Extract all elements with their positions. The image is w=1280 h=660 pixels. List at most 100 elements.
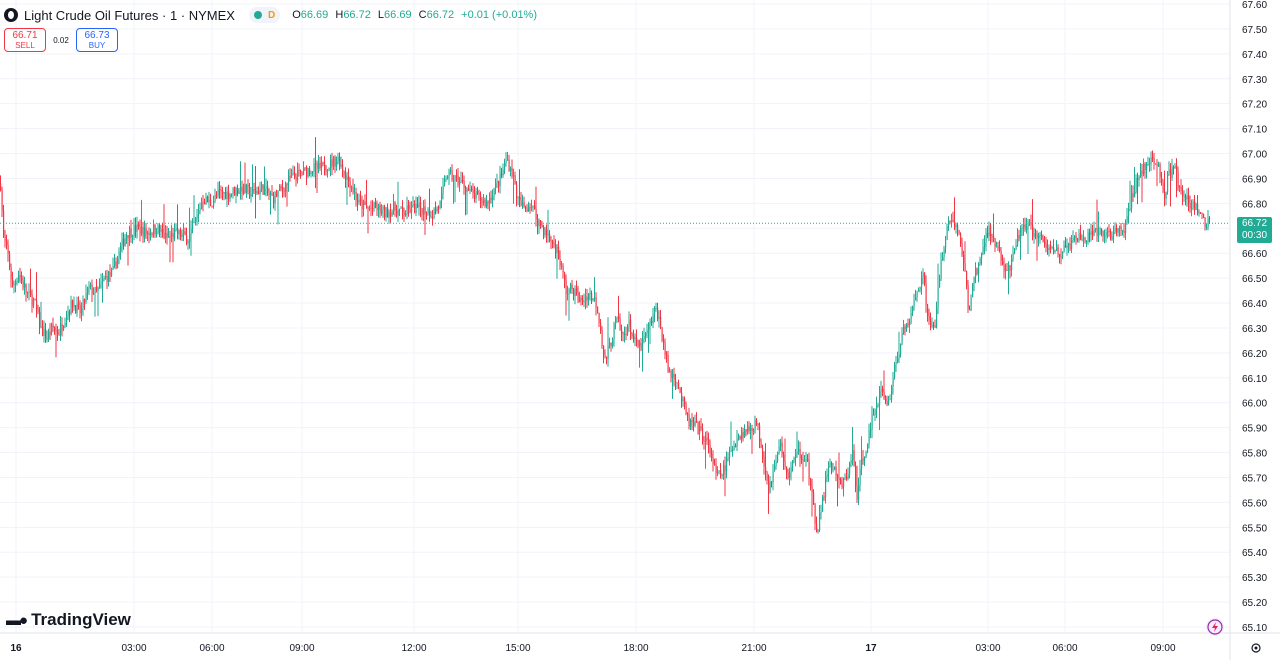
- candle-body: [364, 201, 366, 205]
- candle-body: [447, 176, 449, 179]
- candle-body: [1180, 186, 1182, 192]
- candle-body: [898, 354, 900, 359]
- market-status-badge[interactable]: D: [248, 7, 281, 23]
- candle-body: [36, 300, 38, 310]
- candle-body: [363, 201, 365, 210]
- y-tick-label: 66.40: [1242, 299, 1267, 310]
- candle-body: [388, 212, 390, 218]
- candle-body: [52, 324, 54, 328]
- candle-body: [1161, 177, 1163, 183]
- candle-body: [537, 219, 539, 227]
- candle-body: [1129, 208, 1131, 210]
- high-value: 66.72: [343, 9, 371, 21]
- candle-body: [960, 233, 962, 244]
- candle-body: [109, 271, 111, 276]
- candle-body: [625, 333, 627, 335]
- candle-body: [1156, 164, 1158, 167]
- candle-body: [846, 476, 848, 479]
- logo-text: TradingView: [31, 610, 131, 629]
- close-value: 66.72: [426, 9, 455, 21]
- candle-body: [852, 450, 854, 461]
- candle-body: [967, 285, 969, 309]
- gear-icon[interactable]: [1250, 641, 1262, 653]
- symbol-title[interactable]: Light Crude Oil Futures · 1 · NYMEX: [24, 7, 235, 23]
- candle-body: [288, 175, 290, 185]
- candle-body: [586, 296, 588, 301]
- candle-body: [936, 308, 938, 328]
- y-tick-label: 67.20: [1242, 100, 1267, 111]
- candle-body: [856, 486, 858, 500]
- candle-body: [790, 467, 792, 473]
- candle-body: [351, 187, 353, 189]
- candle-body: [751, 428, 753, 432]
- candle-body: [85, 292, 87, 303]
- candle-body: [106, 276, 108, 283]
- candle-body: [135, 225, 137, 232]
- candle-body: [259, 188, 261, 195]
- candle-body: [511, 168, 513, 177]
- candle-body: [274, 191, 276, 204]
- candle-body: [1114, 227, 1116, 232]
- candle-body: [1134, 192, 1136, 198]
- candle-body: [1206, 227, 1208, 229]
- candle-body: [72, 300, 74, 308]
- candle-body: [543, 227, 545, 236]
- buy-button[interactable]: 66.73 BUY: [76, 28, 118, 52]
- candle-body: [357, 200, 359, 203]
- candle-body: [198, 210, 200, 215]
- candle-body: [144, 227, 146, 238]
- candle-body: [291, 174, 293, 178]
- candle-body: [637, 340, 639, 347]
- candle-body: [409, 208, 411, 213]
- candle-body: [718, 470, 720, 473]
- candle-body: [84, 299, 86, 303]
- candle-body: [102, 279, 104, 282]
- candle-body: [798, 448, 800, 452]
- candle-body: [769, 481, 771, 493]
- candle-body: [753, 430, 755, 432]
- candle-body: [601, 330, 603, 346]
- candle-body: [48, 331, 50, 339]
- candle-body: [589, 292, 591, 294]
- candle-body: [352, 187, 354, 193]
- candle-body: [366, 204, 368, 208]
- candle-body: [705, 437, 707, 442]
- candle-body: [468, 189, 470, 191]
- candle-body: [120, 245, 122, 252]
- candle-body: [1057, 247, 1059, 255]
- candle-body: [1035, 233, 1037, 235]
- candle-body: [906, 323, 908, 330]
- candle-body: [457, 175, 459, 185]
- candle-body: [618, 316, 620, 319]
- candle-body: [804, 460, 806, 462]
- x-tick-label: 03:00: [121, 643, 146, 654]
- y-tick-label: 66.30: [1242, 324, 1267, 335]
- candle-body: [345, 174, 347, 180]
- y-tick-label: 65.30: [1242, 573, 1267, 584]
- candle-body: [777, 452, 779, 462]
- candle-body: [748, 426, 750, 431]
- candle-body: [504, 162, 506, 170]
- candle-body: [400, 207, 402, 209]
- candle-body: [859, 468, 861, 485]
- candle-body: [117, 257, 119, 269]
- tradingview-logo[interactable]: ▬● TradingView: [6, 610, 131, 630]
- y-tick-label: 66.20: [1242, 349, 1267, 360]
- sell-button[interactable]: 66.71 SELL: [4, 28, 46, 52]
- x-tick-label: 12:00: [401, 643, 426, 654]
- candle-body: [949, 221, 951, 223]
- candle-body: [94, 286, 96, 294]
- lightning-icon[interactable]: [1206, 618, 1224, 636]
- candle-body: [1120, 226, 1122, 231]
- candle-body: [660, 316, 662, 328]
- candle-body: [1024, 224, 1026, 230]
- candle-body: [294, 172, 296, 178]
- candle-body: [969, 308, 971, 311]
- candle-body: [849, 463, 851, 475]
- candle-body: [273, 195, 275, 204]
- candle-body: [714, 463, 716, 465]
- candle-body: [891, 386, 893, 400]
- candle-body: [213, 201, 215, 207]
- candle-body: [1027, 222, 1029, 227]
